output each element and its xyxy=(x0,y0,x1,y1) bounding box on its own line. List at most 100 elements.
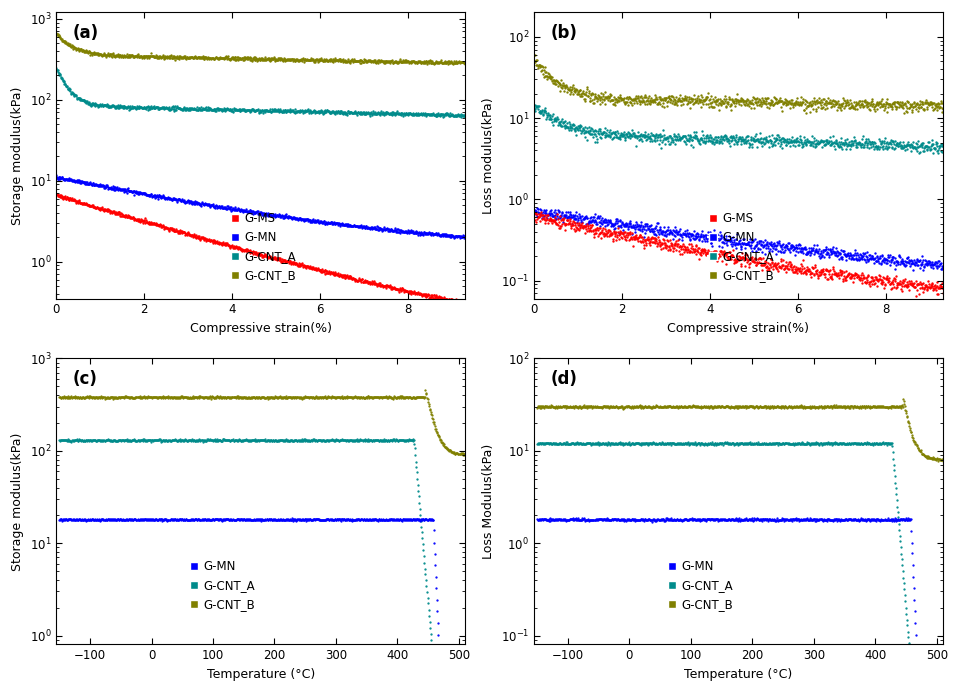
Point xyxy=(647,438,662,449)
Point xyxy=(613,127,629,138)
Point xyxy=(579,514,594,525)
Point xyxy=(814,514,829,525)
Point xyxy=(233,243,249,254)
Point xyxy=(58,435,73,446)
Point xyxy=(808,437,824,448)
Point xyxy=(199,199,214,210)
Point xyxy=(78,95,93,106)
Point xyxy=(98,203,113,215)
Point xyxy=(598,401,613,412)
Point xyxy=(775,142,790,153)
Point xyxy=(768,243,783,254)
Point xyxy=(286,436,301,447)
Point xyxy=(349,56,365,67)
Point xyxy=(98,100,113,111)
Point xyxy=(767,244,782,255)
Point xyxy=(123,51,138,62)
Point xyxy=(100,99,115,110)
Point xyxy=(166,193,181,204)
Point xyxy=(417,109,432,120)
Point xyxy=(78,198,93,209)
Point xyxy=(387,392,402,403)
Point xyxy=(620,401,636,412)
Point xyxy=(532,438,547,449)
Point xyxy=(917,261,932,272)
Point xyxy=(445,446,461,457)
Point xyxy=(424,57,440,69)
Point xyxy=(593,513,609,525)
Point xyxy=(189,435,204,446)
Point xyxy=(629,220,644,231)
Point xyxy=(389,513,404,525)
Point xyxy=(760,98,776,109)
Point xyxy=(357,435,372,446)
Point xyxy=(723,251,738,262)
Point xyxy=(185,392,201,403)
Point xyxy=(812,514,828,525)
Point xyxy=(150,190,165,201)
Point xyxy=(447,296,463,307)
Point xyxy=(832,248,848,260)
Point xyxy=(233,392,249,403)
Point xyxy=(569,123,585,134)
Point xyxy=(122,211,137,222)
Point xyxy=(327,56,343,67)
Point xyxy=(734,93,750,104)
Point xyxy=(932,258,948,269)
Point xyxy=(573,438,588,449)
Point xyxy=(702,439,717,450)
Point xyxy=(156,435,171,446)
Point xyxy=(262,392,277,403)
Point xyxy=(875,255,890,266)
Point xyxy=(782,98,798,109)
Point xyxy=(218,202,233,213)
Point xyxy=(628,131,643,143)
Point xyxy=(816,513,831,525)
Point xyxy=(622,132,637,143)
Point xyxy=(90,180,106,191)
Point xyxy=(833,438,849,449)
Point xyxy=(732,255,747,266)
Point xyxy=(740,438,756,449)
Point xyxy=(144,51,159,62)
Point xyxy=(305,106,321,117)
Point xyxy=(231,206,247,217)
Point xyxy=(608,437,623,448)
Point xyxy=(148,51,163,62)
Point xyxy=(665,137,681,148)
Point xyxy=(785,401,801,412)
Point xyxy=(80,98,95,109)
Point xyxy=(668,244,684,255)
Point xyxy=(645,401,660,412)
Point xyxy=(314,392,329,403)
Point xyxy=(785,438,801,449)
Point xyxy=(564,437,579,448)
Point xyxy=(584,128,599,139)
Point xyxy=(785,240,801,251)
Point xyxy=(605,514,620,525)
Point xyxy=(340,513,355,525)
Point xyxy=(315,435,330,446)
Point xyxy=(852,401,867,412)
Point xyxy=(67,89,83,100)
Point xyxy=(84,178,100,189)
Point xyxy=(675,241,690,252)
Point xyxy=(180,227,196,238)
Point xyxy=(864,137,879,148)
Point xyxy=(306,216,322,227)
Point xyxy=(357,392,372,403)
Point xyxy=(694,135,709,146)
Point xyxy=(825,401,840,412)
Point xyxy=(431,653,446,664)
Point xyxy=(839,401,854,412)
Point xyxy=(796,243,811,254)
Point xyxy=(837,400,852,411)
Point xyxy=(118,210,133,221)
Point xyxy=(559,438,574,449)
Point xyxy=(580,212,595,223)
Point xyxy=(708,437,723,448)
Point xyxy=(834,143,850,154)
Point xyxy=(843,269,858,280)
Point xyxy=(374,392,390,403)
Point xyxy=(922,136,937,147)
